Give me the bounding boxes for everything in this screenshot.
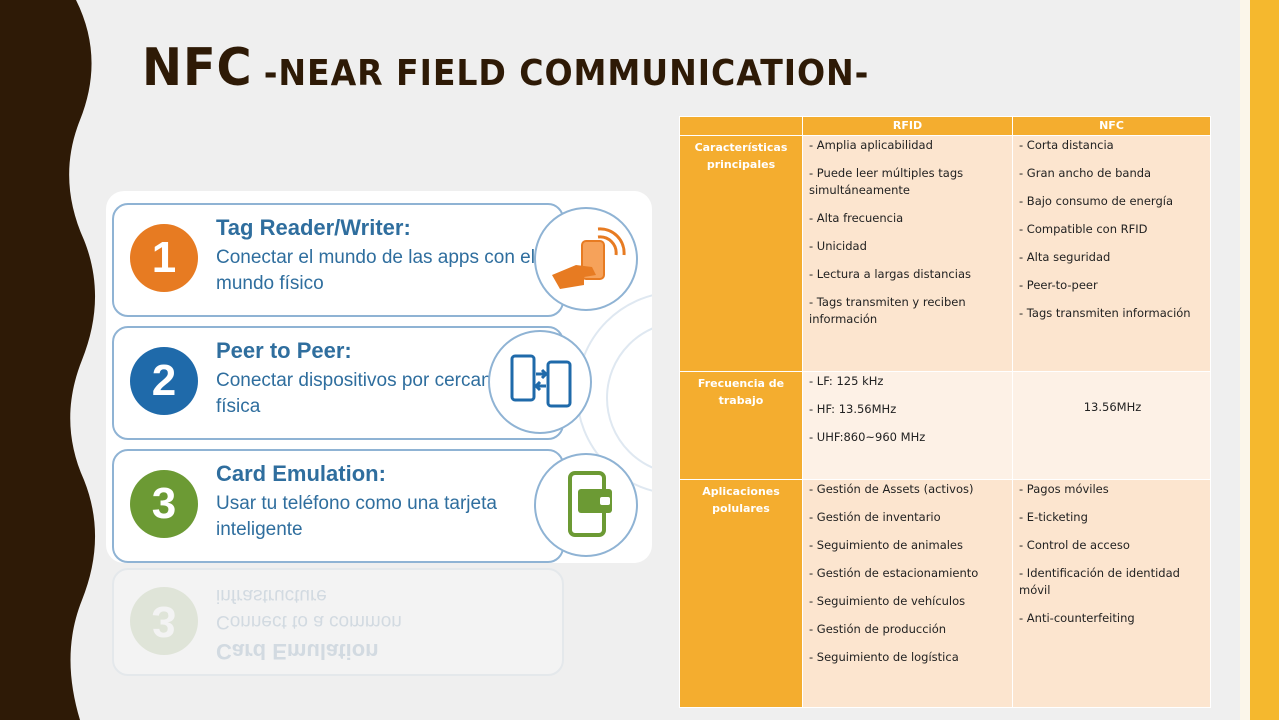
list-item: - Alta seguridad [1019, 250, 1111, 264]
reflected-number-badge: 3 [130, 587, 198, 655]
card-title: Card Emulation: [216, 461, 386, 486]
card-description: Conectar el mundo de las apps con el mun… [216, 247, 535, 294]
reflected-line-1: Connect to a common [216, 611, 402, 632]
list-item: - Seguimiento de logística [809, 650, 959, 664]
list-item: - HF: 13.56MHz [809, 402, 897, 416]
list-item: - Lectura a largas distancias [809, 267, 971, 281]
row-label: Frecuencia de trabajo [679, 371, 803, 480]
table-row: Aplicaciones polulares - Gestión de Asse… [679, 479, 1211, 708]
right-stripe-light [1240, 0, 1250, 720]
header-nfc: NFC [1012, 116, 1211, 136]
decorative-wavy-band [0, 0, 96, 720]
number-badge-3: 3 [130, 470, 198, 538]
card-description: Conectar dispositivos por cercanía físic… [216, 370, 508, 417]
table-header-row: RFID NFC [679, 116, 1211, 136]
row-label: Aplicaciones polulares [679, 479, 803, 708]
list-item: - Gestión de estacionamiento [809, 566, 979, 580]
reflected-card: 3 Card Emulation Connect to a common inf… [112, 568, 564, 676]
rfid-features-cell: - Amplia aplicabilidad - Puede leer múlt… [802, 135, 1013, 372]
list-item: - Tags transmiten información [1019, 306, 1191, 320]
number-badge-2: 2 [130, 347, 198, 415]
hand-phone-icon [534, 207, 638, 311]
list-item: - Peer-to-peer [1019, 278, 1098, 292]
list-item: - UHF:860~960 MHz [809, 430, 926, 444]
reflected-line-2: infrastructure [216, 585, 327, 606]
nfc-applications-cell: - Pagos móviles - E-ticketing - Control … [1012, 479, 1211, 708]
panel-reflection: 3 Card Emulation Connect to a common inf… [106, 566, 652, 676]
reflected-title: Card Emulation [216, 639, 379, 664]
phones-exchange-icon [488, 330, 592, 434]
list-item: - Gran ancho de banda [1019, 166, 1152, 180]
list-item: - Gestión de inventario [809, 510, 941, 524]
list-item: - Anti-counterfeiting [1019, 611, 1135, 625]
title-main: NFC [142, 38, 253, 98]
nfc-frequency-cell: 13.56MHz [1012, 371, 1211, 480]
title-sub: -NEAR FIELD COMMUNICATION- [263, 53, 870, 94]
table-row: Frecuencia de trabajo - LF: 125 kHz - HF… [679, 371, 1211, 480]
rfid-nfc-comparison-table: RFID NFC Características principales - A… [679, 116, 1211, 708]
list-item: - Control de acceso [1019, 538, 1130, 552]
list-item: - Tags transmiten y reciben información [809, 295, 966, 326]
list-item: - Bajo consumo de energía [1019, 194, 1173, 208]
row-label: Características principales [679, 135, 803, 372]
right-accent-stripe [1250, 0, 1279, 720]
list-item: - Unicidad [809, 239, 867, 253]
card-card-emulation: 3 Card Emulation: Usar tu teléfono como … [112, 449, 564, 563]
card-tag-reader-writer: 1 Tag Reader/Writer: Conectar el mundo d… [112, 203, 564, 317]
nfc-modes-panel: 1 Tag Reader/Writer: Conectar el mundo d… [106, 191, 652, 563]
list-item: - Compatible con RFID [1019, 222, 1148, 236]
slide-title: NFC -NEAR FIELD COMMUNICATION- [142, 38, 869, 98]
card-peer-to-peer: 2 Peer to Peer: Conectar dispositivos po… [112, 326, 564, 440]
list-item: - Puede leer múltiples tags simultáneame… [809, 166, 964, 197]
list-item: - E-ticketing [1019, 510, 1088, 524]
list-item: - LF: 125 kHz [809, 374, 884, 388]
list-item: - Identificación de identidad móvil [1019, 566, 1180, 597]
card-description: Usar tu teléfono como una tarjeta inteli… [216, 493, 497, 540]
card-title: Tag Reader/Writer: [216, 215, 411, 240]
nfc-features-cell: - Corta distancia - Gran ancho de banda … [1012, 135, 1211, 372]
number-badge-1: 1 [130, 224, 198, 292]
rfid-applications-cell: - Gestión de Assets (activos) - Gestión … [802, 479, 1013, 708]
list-item: - Corta distancia [1019, 138, 1114, 152]
list-item: - Alta frecuencia [809, 211, 904, 225]
list-item: - Amplia aplicabilidad [809, 138, 933, 152]
list-item: - Gestión de producción [809, 622, 947, 636]
rfid-frequency-cell: - LF: 125 kHz - HF: 13.56MHz - UHF:860~9… [802, 371, 1013, 480]
list-item: - Seguimiento de vehículos [809, 594, 966, 608]
list-item: - Pagos móviles [1019, 482, 1109, 496]
header-rfid: RFID [802, 116, 1013, 136]
table-row: Características principales - Amplia apl… [679, 135, 1211, 372]
list-item: - Gestión de Assets (activos) [809, 482, 974, 496]
header-empty [679, 116, 803, 136]
card-title: Peer to Peer: [216, 338, 352, 363]
wallet-phone-icon [534, 453, 638, 557]
list-item: - Seguimiento de animales [809, 538, 963, 552]
